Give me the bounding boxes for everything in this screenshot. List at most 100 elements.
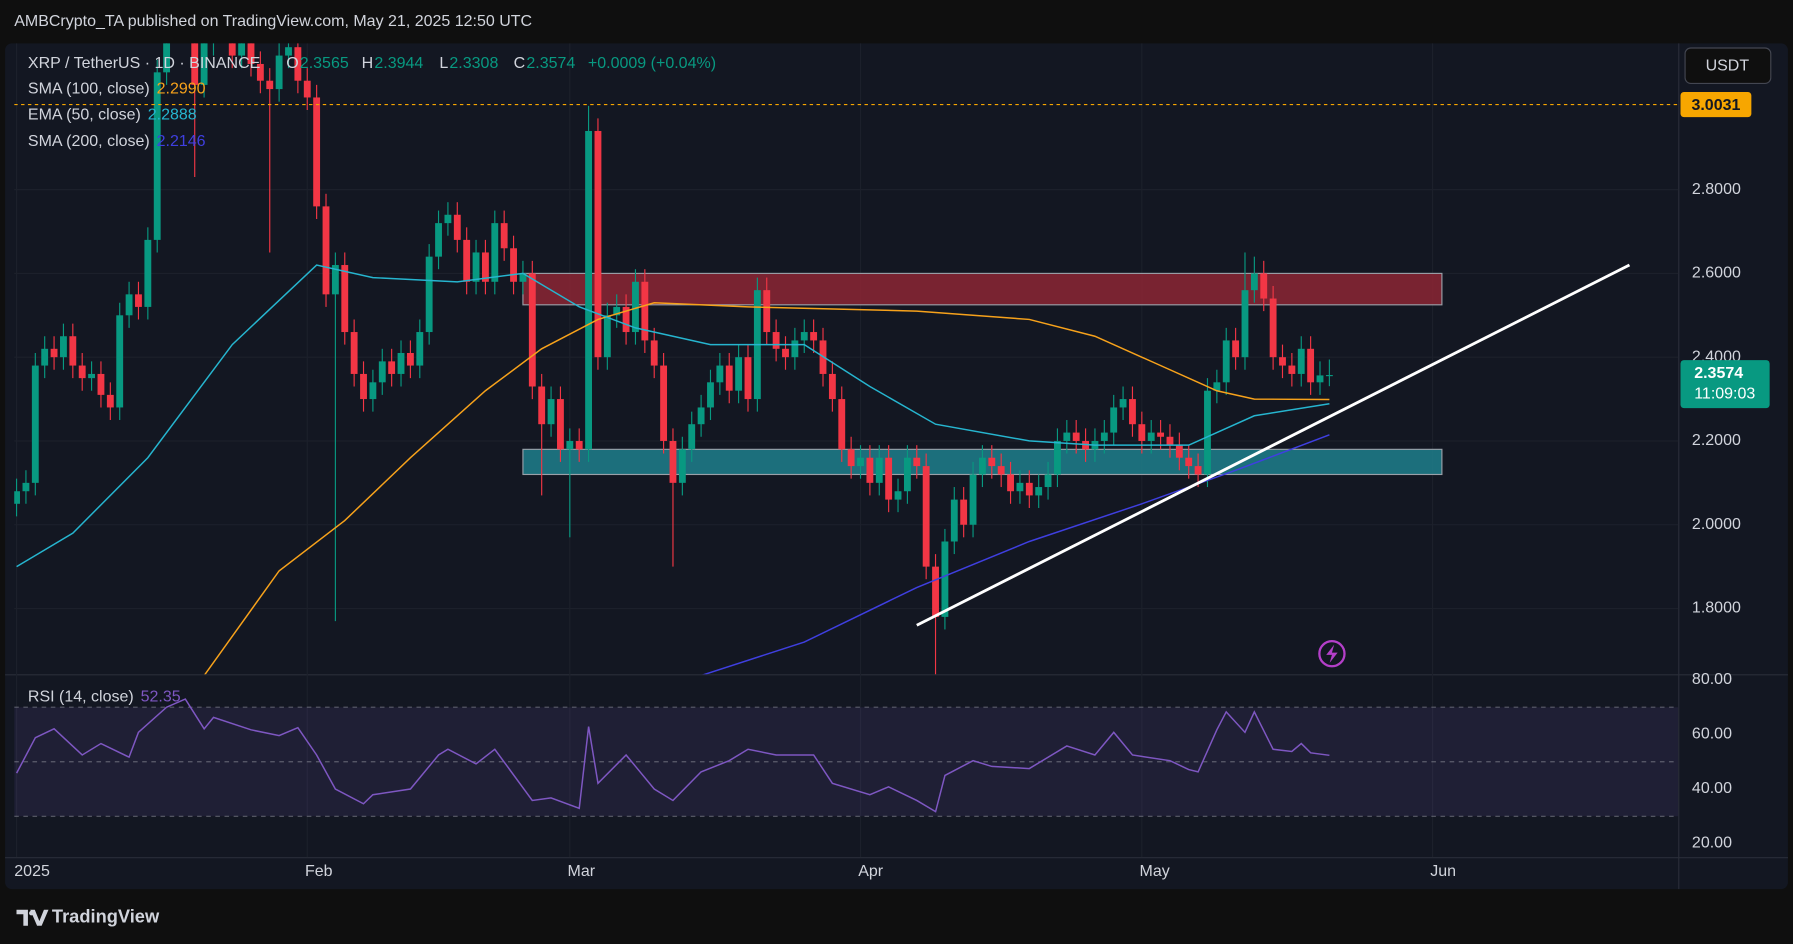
candle-body <box>50 348 58 358</box>
candle-body <box>960 499 968 525</box>
candle-body <box>1269 298 1277 358</box>
candle-body <box>594 130 602 358</box>
candle-body <box>1204 390 1211 475</box>
indicator-line <box>204 301 1330 675</box>
labels: 1.80002.00002.20002.40002.60002.80002025… <box>14 55 1770 880</box>
candle-body <box>903 457 911 492</box>
candle-body <box>716 365 724 383</box>
candle-body <box>97 373 105 395</box>
candle-body <box>519 273 527 282</box>
candle-body <box>557 399 564 450</box>
candle-body <box>331 265 339 295</box>
candle-body <box>463 239 471 282</box>
x-tick-label: Feb <box>305 863 333 880</box>
symbol-label: XRP / TetherUS · 1D · BINANCE <box>28 55 260 72</box>
candle-body <box>1194 466 1202 475</box>
candle-body <box>238 43 246 56</box>
candle-body <box>800 332 808 341</box>
candle-body <box>772 332 780 349</box>
candle-body <box>669 440 677 483</box>
y-tick-label: 2.6000 <box>1692 265 1741 282</box>
candle-body <box>632 281 639 333</box>
candle-body <box>14 491 20 504</box>
candle-body <box>444 214 452 224</box>
candle-body <box>1241 290 1249 358</box>
candle-body <box>341 265 349 333</box>
candle-body <box>1054 440 1061 475</box>
candle-body <box>303 80 311 98</box>
x-tick-label: Apr <box>858 863 884 880</box>
candle-body <box>1063 432 1071 441</box>
zone <box>522 272 1443 306</box>
candle-body <box>941 541 949 617</box>
logo-text: TradingView <box>52 906 160 927</box>
candle-body <box>735 357 743 391</box>
candle-body <box>678 449 686 483</box>
candle-body <box>913 457 921 467</box>
ohlc-key: O <box>286 55 298 72</box>
indicator-value: 2.2146 <box>157 133 206 150</box>
candle-body <box>153 72 161 240</box>
ohlc-key: C <box>514 55 526 72</box>
candle-body <box>566 440 574 450</box>
candle-body <box>1110 407 1118 433</box>
candle-body <box>1232 340 1240 358</box>
countdown-label: 11:09:03 <box>1694 386 1755 403</box>
candle-body <box>997 466 1005 475</box>
candle-body <box>1175 445 1183 458</box>
candle-body <box>116 315 124 408</box>
candle-body <box>969 474 977 525</box>
ohlc-key: H <box>362 55 374 72</box>
reference-label: 3.0031 <box>1691 97 1740 114</box>
candle-body <box>406 352 414 366</box>
candle-body <box>547 399 555 425</box>
candle-body <box>641 281 649 341</box>
candle-body <box>847 449 855 467</box>
last-price-label: 2.3574 <box>1694 365 1743 382</box>
candle-body <box>106 394 114 408</box>
candle-body <box>1157 432 1165 437</box>
ohlc-key: L <box>439 55 448 72</box>
candle-body <box>510 248 517 282</box>
logo-mark <box>16 909 49 926</box>
ohlc-value: 2.3574 <box>526 55 575 72</box>
candle-body <box>650 340 658 366</box>
candle-body <box>875 457 883 483</box>
candle-body <box>828 373 836 400</box>
candle-body <box>791 340 799 358</box>
candle-body <box>125 294 133 316</box>
candle-body <box>1222 340 1230 383</box>
candle-body <box>135 294 142 307</box>
ohlc-value: 2.3308 <box>449 55 498 72</box>
publisher-header: AMBCrypto_TA published on TradingView.co… <box>14 13 532 30</box>
candle-body <box>247 43 255 64</box>
candle-body <box>744 357 752 400</box>
alert-icon[interactable] <box>1318 640 1346 668</box>
candle-body <box>1147 432 1155 441</box>
indicator-line <box>702 434 1330 675</box>
candle-body <box>435 223 442 257</box>
ohlc-value: 2.3944 <box>374 55 423 72</box>
currency-button[interactable]: USDT <box>1684 47 1772 84</box>
candle-body <box>950 499 958 542</box>
candle-body <box>41 348 49 366</box>
candle-body <box>1166 436 1174 446</box>
candle-body <box>397 352 405 374</box>
candle-body <box>1016 482 1024 492</box>
currency-label: USDT <box>1706 58 1750 75</box>
candle-body <box>266 80 274 90</box>
candle-body <box>1250 273 1258 291</box>
candle-body <box>838 399 846 450</box>
reference-label-box <box>1680 91 1752 118</box>
candle-body <box>425 256 433 333</box>
rsi-name: RSI (14, close) <box>28 688 134 705</box>
candle-body <box>256 63 264 81</box>
candles <box>14 43 1333 675</box>
candle-body <box>472 252 480 282</box>
indicator-line <box>16 264 1330 568</box>
candle-body <box>60 336 67 358</box>
candle-body <box>163 43 171 73</box>
candle-body <box>313 97 321 207</box>
candle-body <box>1185 457 1193 467</box>
